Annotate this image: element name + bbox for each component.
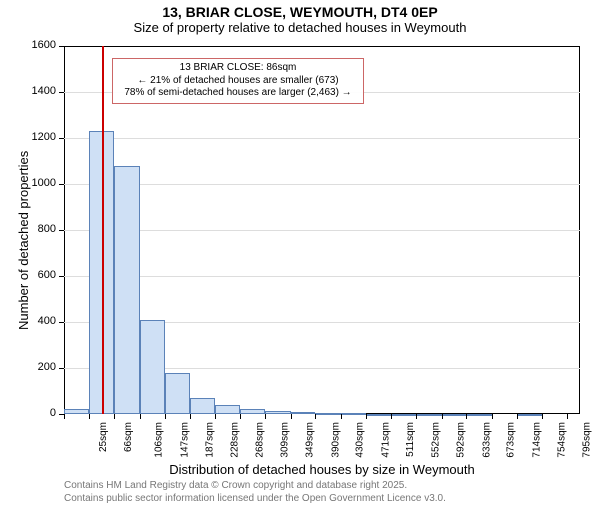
x-tick-label: 633sqm (481, 422, 492, 458)
y-tick-label: 200 (20, 361, 56, 373)
histogram-bar (215, 405, 240, 414)
gridline-h (64, 138, 580, 139)
histogram-bar (140, 320, 165, 414)
annotation-box: 13 BRIAR CLOSE: 86sqm← 21% of detached h… (112, 58, 364, 104)
x-tick (89, 414, 90, 419)
x-tick (366, 414, 367, 419)
x-tick-label: 349sqm (305, 422, 316, 458)
x-tick (114, 414, 115, 419)
x-tick-label: 66sqm (123, 422, 134, 452)
histogram-bar (165, 373, 190, 414)
x-tick-label: 511sqm (405, 422, 416, 457)
x-tick-label: 106sqm (154, 422, 165, 458)
histogram-bar (416, 414, 441, 416)
x-tick (492, 414, 493, 419)
x-tick (190, 414, 191, 419)
y-tick (59, 368, 64, 369)
x-tick (165, 414, 166, 419)
x-tick (215, 414, 216, 419)
x-tick-label: 754sqm (556, 422, 567, 458)
x-tick-label: 673sqm (506, 422, 517, 458)
attribution-line-1: Contains HM Land Registry data © Crown c… (64, 480, 446, 493)
y-tick (59, 184, 64, 185)
annotation-line-3: 78% of semi-detached houses are larger (… (119, 87, 357, 100)
x-tick (140, 414, 141, 419)
histogram-bar (466, 414, 491, 416)
x-tick (64, 414, 65, 419)
histogram-bar (64, 409, 89, 414)
histogram-bar (265, 411, 290, 414)
x-tick-label: 228sqm (230, 422, 241, 458)
histogram-bar (442, 414, 467, 416)
attribution-text: Contains HM Land Registry data © Crown c… (64, 480, 446, 505)
x-tick (240, 414, 241, 419)
y-tick (59, 276, 64, 277)
x-tick-label: 471sqm (381, 422, 392, 458)
x-tick-label: 552sqm (431, 422, 442, 458)
x-tick-label: 390sqm (330, 422, 341, 458)
y-tick (59, 92, 64, 93)
histogram-bar (190, 398, 215, 414)
y-tick (59, 46, 64, 47)
x-tick (341, 414, 342, 419)
x-tick (416, 414, 417, 419)
property-marker-line (102, 46, 104, 414)
x-tick-label: 25sqm (98, 422, 109, 452)
attribution-line-2: Contains public sector information licen… (64, 493, 446, 505)
x-tick (265, 414, 266, 419)
y-tick-label: 1200 (20, 131, 56, 143)
histogram-bar (366, 414, 391, 416)
x-tick (291, 414, 292, 419)
histogram-chart: 0200400600800100012001400160025sqm66sqm1… (0, 4, 600, 504)
gridline-h (64, 184, 580, 185)
x-tick (466, 414, 467, 419)
histogram-bar (341, 413, 366, 415)
histogram-bar (114, 166, 139, 414)
x-tick (315, 414, 316, 419)
x-tick-label: 187sqm (204, 422, 215, 458)
y-tick (59, 138, 64, 139)
x-tick (567, 414, 568, 419)
x-tick-label: 147sqm (179, 422, 190, 458)
x-tick-label: 309sqm (280, 422, 291, 458)
x-axis-label: Distribution of detached houses by size … (64, 462, 580, 477)
x-tick (391, 414, 392, 419)
annotation-line-1: 13 BRIAR CLOSE: 86sqm (119, 62, 357, 75)
gridline-h (64, 230, 580, 231)
x-tick-label: 430sqm (355, 422, 366, 458)
y-tick (59, 230, 64, 231)
histogram-bar (291, 412, 316, 414)
histogram-bar (315, 413, 340, 415)
histogram-bar (517, 414, 542, 416)
y-tick (59, 322, 64, 323)
y-tick-label: 0 (20, 407, 56, 419)
y-tick-label: 1600 (20, 39, 56, 51)
y-tick-label: 1400 (20, 85, 56, 97)
y-axis-label: Number of detached properties (16, 151, 31, 330)
x-tick-label: 592sqm (456, 422, 467, 458)
x-tick-label: 714sqm (531, 422, 542, 458)
x-tick (442, 414, 443, 419)
x-tick-label: 268sqm (254, 422, 265, 458)
x-tick-label: 795sqm (582, 422, 593, 458)
gridline-h (64, 276, 580, 277)
histogram-bar (240, 409, 265, 414)
histogram-bar (391, 414, 416, 416)
annotation-line-2: ← 21% of detached houses are smaller (67… (119, 75, 357, 88)
x-tick (542, 414, 543, 419)
x-tick (517, 414, 518, 419)
